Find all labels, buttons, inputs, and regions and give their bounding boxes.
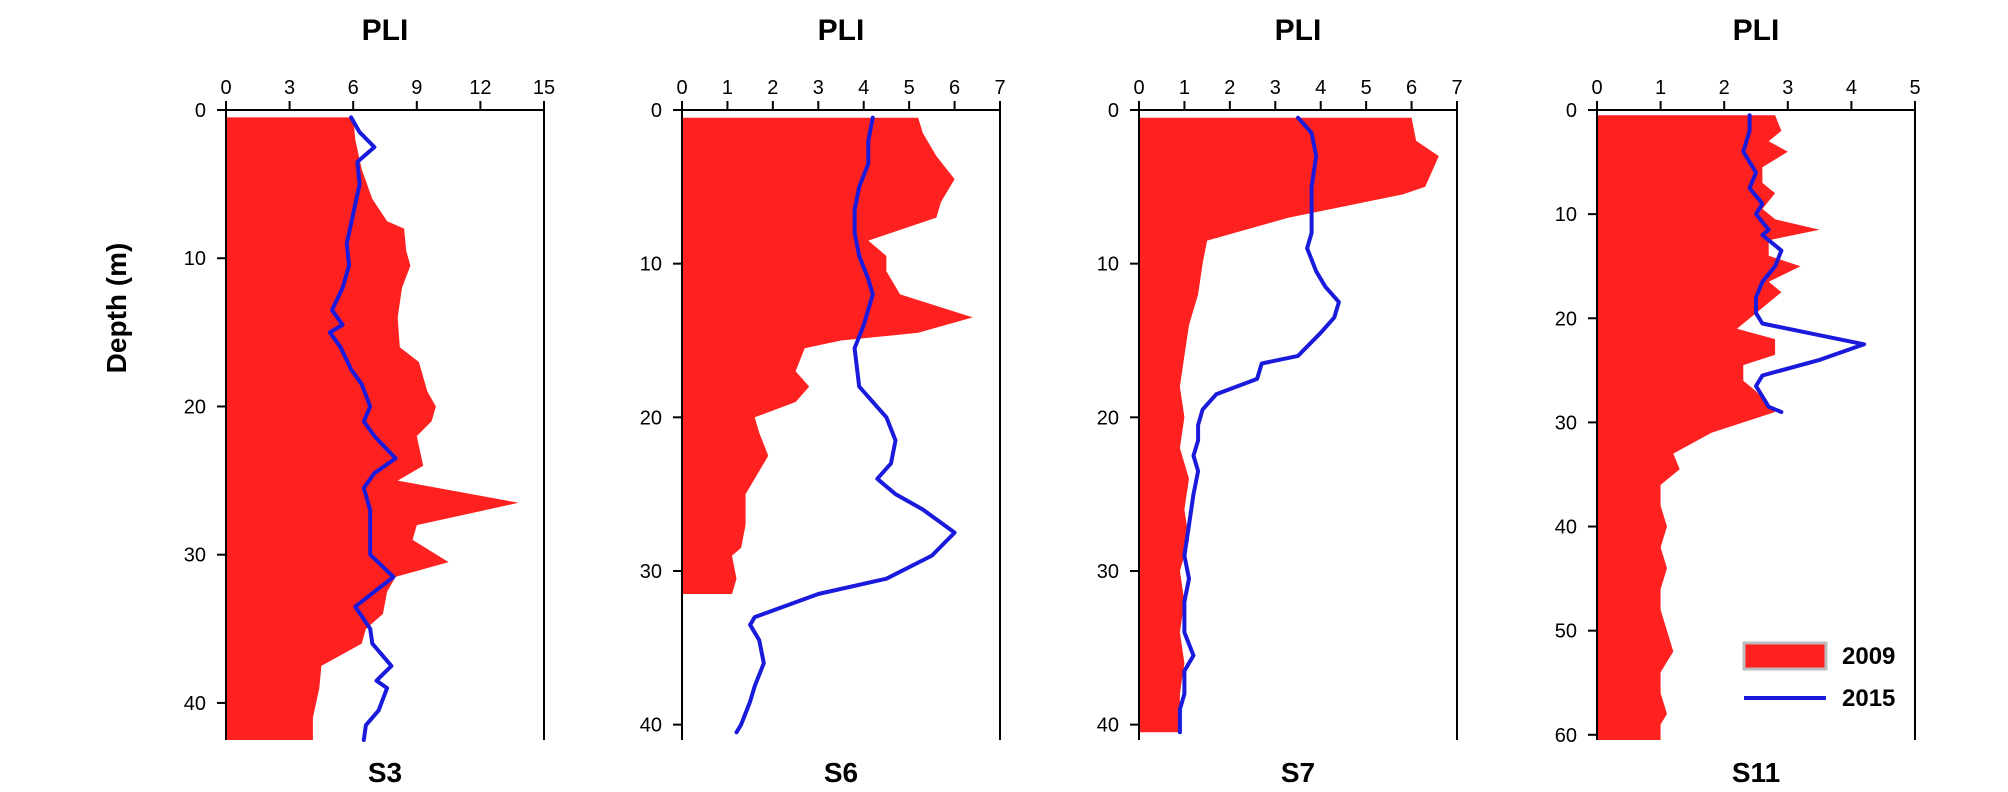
legend-label-2015: 2015 bbox=[1842, 685, 1895, 712]
y-tick-label: 0 bbox=[1108, 100, 1119, 122]
y-tick-label: 40 bbox=[1555, 517, 1577, 539]
y-tick-label: 10 bbox=[1555, 204, 1577, 226]
y-tick-label: 20 bbox=[1097, 407, 1119, 429]
x-tick-label: 15 bbox=[533, 77, 555, 99]
panel-title: PLI bbox=[1275, 14, 1322, 47]
x-tick-label: 1 bbox=[1655, 77, 1666, 99]
x-tick-label: 0 bbox=[676, 77, 687, 99]
panel-label: S3 bbox=[368, 757, 402, 788]
x-tick-label: 5 bbox=[904, 77, 915, 99]
area-series-2009 bbox=[226, 117, 519, 740]
y-tick-label: 50 bbox=[1555, 621, 1577, 643]
line-series-2015 bbox=[1741, 113, 1867, 414]
line-series-2015 bbox=[327, 115, 398, 742]
x-tick-label: 0 bbox=[1591, 77, 1602, 99]
x-tick-label: 4 bbox=[1846, 77, 1857, 99]
legend-label-2009: 2009 bbox=[1842, 643, 1895, 670]
x-tick-label: 6 bbox=[1406, 77, 1417, 99]
panel-title: PLI bbox=[1733, 14, 1780, 47]
panel-s7: 0 1 2 3 4 5 6 7 0 10 20 30 40 PLI S7 bbox=[1097, 14, 1463, 788]
panel-title: PLI bbox=[362, 14, 409, 47]
x-tick-label: 3 bbox=[813, 77, 824, 99]
y-tick-label: 10 bbox=[184, 248, 206, 270]
x-tick-label: 1 bbox=[722, 77, 733, 99]
x-tick-label: 12 bbox=[469, 77, 491, 99]
x-tick-label: 5 bbox=[1361, 77, 1372, 99]
line-series-2015 bbox=[734, 115, 957, 735]
x-tick-label: 7 bbox=[994, 77, 1005, 99]
x-tick-label: 5 bbox=[1909, 77, 1920, 99]
x-tick-label: 4 bbox=[858, 77, 869, 99]
y-tick-label: 0 bbox=[195, 100, 206, 122]
x-tick-label: 6 bbox=[949, 77, 960, 99]
y-tick-label: 40 bbox=[1097, 715, 1119, 737]
x-tick-label: 1 bbox=[1179, 77, 1190, 99]
y-tick-label: 40 bbox=[640, 715, 662, 737]
y-axis-label: Depth (m) bbox=[101, 243, 132, 374]
line-series-2015 bbox=[1177, 115, 1341, 735]
area-series-2009 bbox=[1139, 117, 1439, 733]
x-tick-label: 9 bbox=[411, 77, 422, 99]
panel-label: S7 bbox=[1281, 757, 1315, 788]
y-tick-label: 0 bbox=[651, 100, 662, 122]
legend-swatch-2009 bbox=[1742, 641, 1828, 671]
area-series-2009 bbox=[1597, 115, 1820, 740]
y-tick-label: 10 bbox=[640, 254, 662, 276]
legend: 2009 2015 bbox=[1742, 641, 1895, 712]
x-tick-label: 4 bbox=[1315, 77, 1326, 99]
x-tick-label: 3 bbox=[1782, 77, 1793, 99]
panel-label: S6 bbox=[824, 757, 858, 788]
x-tick-label: 7 bbox=[1451, 77, 1462, 99]
y-tick-label: 10 bbox=[1097, 254, 1119, 276]
panel-title: PLI bbox=[818, 14, 865, 47]
x-tick-label: 3 bbox=[284, 77, 295, 99]
y-tick-label: 0 bbox=[1566, 100, 1577, 122]
y-tick-label: 30 bbox=[640, 561, 662, 583]
y-tick-label: 60 bbox=[1555, 725, 1577, 747]
y-tick-label: 30 bbox=[1555, 412, 1577, 434]
y-tick-label: 20 bbox=[640, 407, 662, 429]
panel-label: S11 bbox=[1732, 757, 1780, 788]
x-tick-label: 3 bbox=[1270, 77, 1281, 99]
panel-s6: 0 1 2 3 4 5 6 7 0 10 20 30 40 PLI S6 bbox=[640, 14, 1006, 788]
x-tick-label: 0 bbox=[220, 77, 231, 99]
x-tick-label: 2 bbox=[767, 77, 778, 99]
panel-s3: 0 3 6 9 12 15 0 10 20 30 40 PLI S3 bbox=[184, 14, 555, 788]
y-tick-label: 40 bbox=[184, 693, 206, 715]
y-tick-label: 30 bbox=[184, 545, 206, 567]
x-tick-label: 6 bbox=[348, 77, 359, 99]
x-tick-label: 2 bbox=[1719, 77, 1730, 99]
y-tick-label: 20 bbox=[1555, 308, 1577, 330]
area-series-2009 bbox=[682, 117, 973, 594]
x-tick-label: 2 bbox=[1224, 77, 1235, 99]
y-tick-label: 20 bbox=[184, 396, 206, 418]
y-tick-label: 30 bbox=[1097, 561, 1119, 583]
x-tick-label: 0 bbox=[1133, 77, 1144, 99]
